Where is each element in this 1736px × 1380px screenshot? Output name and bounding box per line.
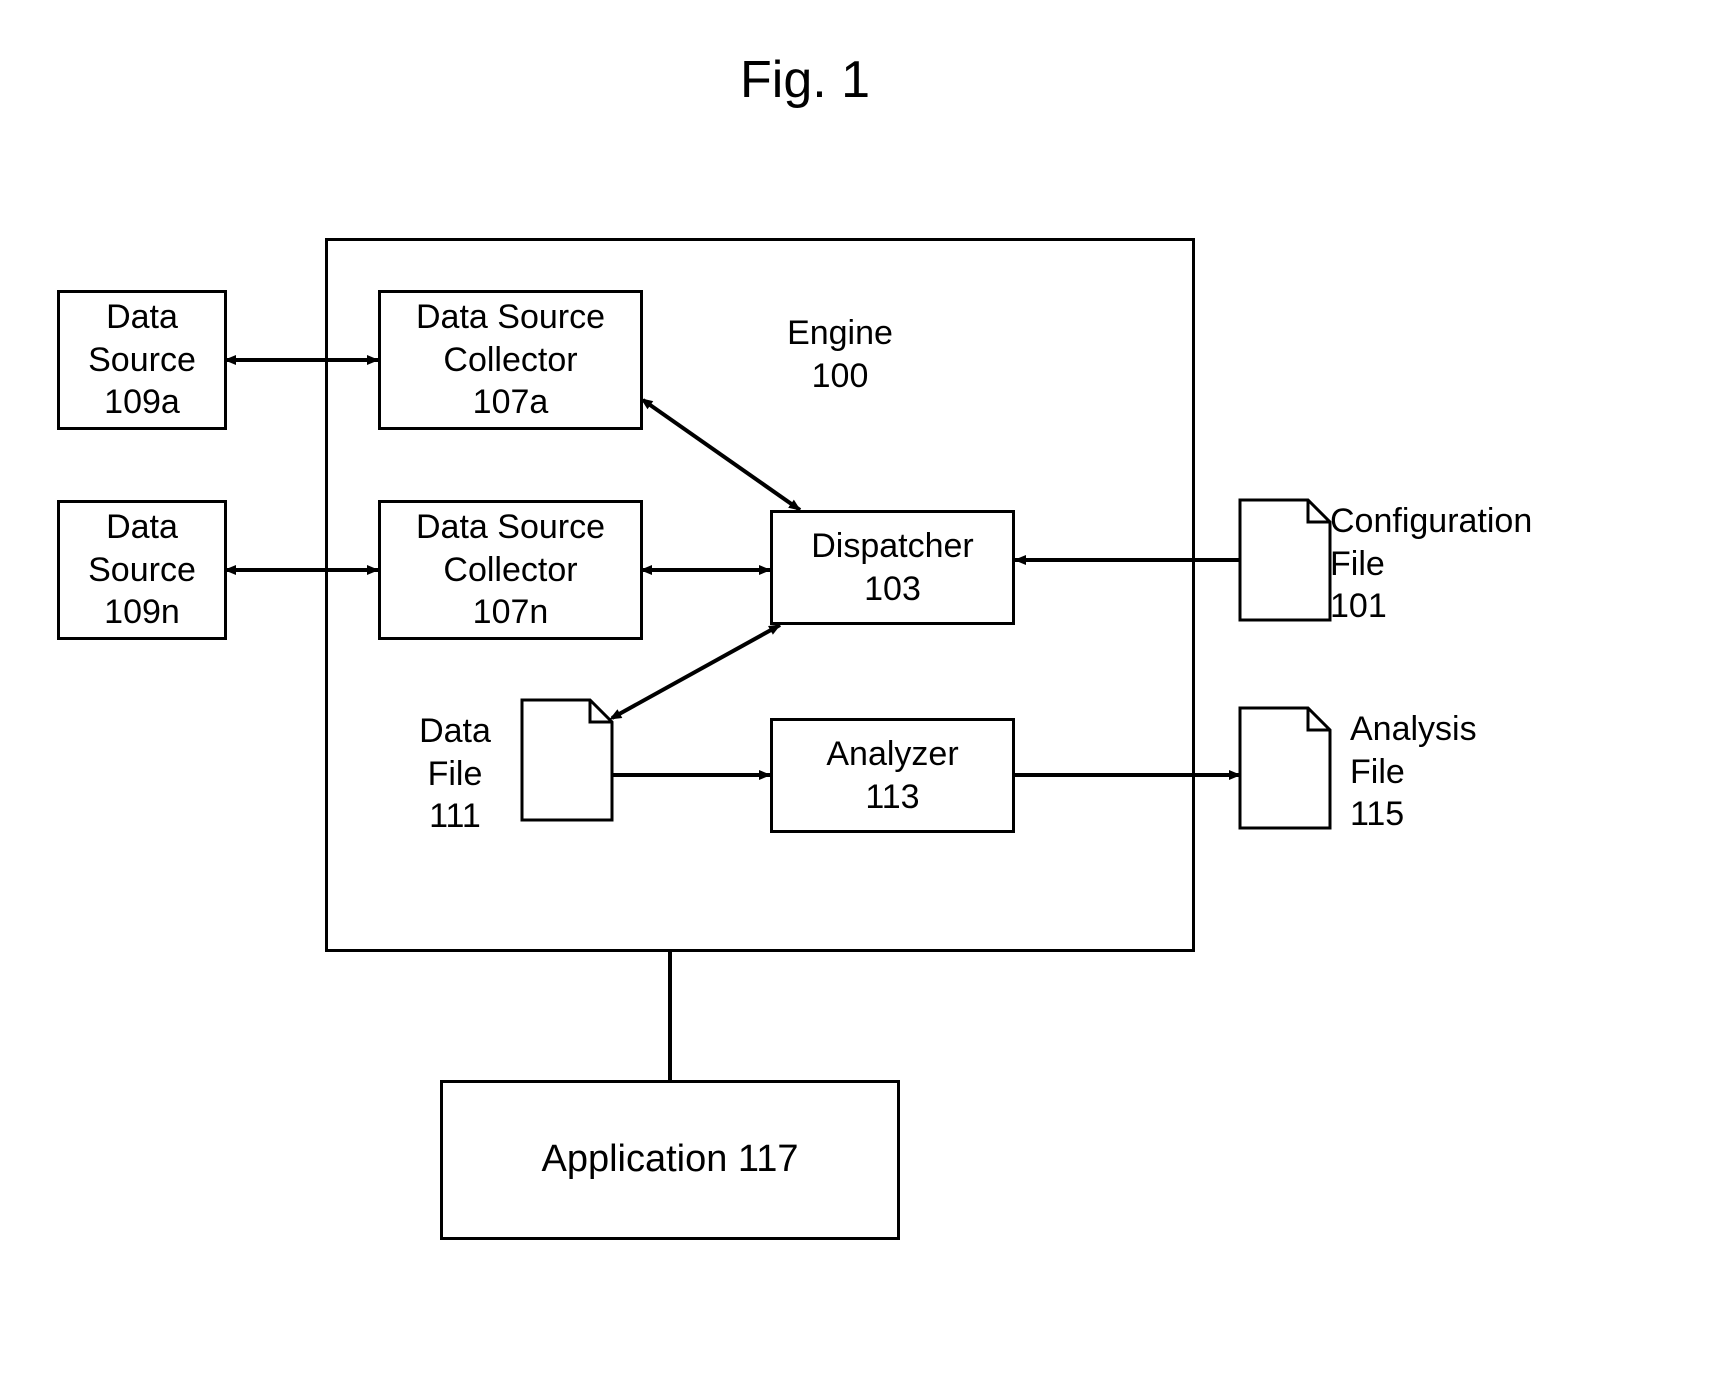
diagram-canvas: Fig. 1 Engine100 DataSource109a DataSour… [0, 0, 1736, 1380]
label-configuration-file: ConfigurationFile101 [1330, 500, 1570, 628]
box-application: Application 117 [440, 1080, 900, 1240]
box-collector-107n: Data SourceCollector107n [378, 500, 643, 640]
box-analyzer: Analyzer113 [770, 718, 1015, 833]
file-icon-analysis-file [1240, 708, 1330, 828]
box-dispatcher: Dispatcher103 [770, 510, 1015, 625]
box-data-source-109a: DataSource109a [57, 290, 227, 430]
engine-label: Engine100 [770, 312, 910, 397]
file-icon-configuration-file [1240, 500, 1330, 620]
label-data-file: DataFile111 [400, 710, 510, 838]
label-analysis-file: AnalysisFile115 [1350, 708, 1530, 836]
figure-title: Fig. 1 [740, 50, 870, 110]
box-collector-107a: Data SourceCollector107a [378, 290, 643, 430]
box-data-source-109n: DataSource109n [57, 500, 227, 640]
